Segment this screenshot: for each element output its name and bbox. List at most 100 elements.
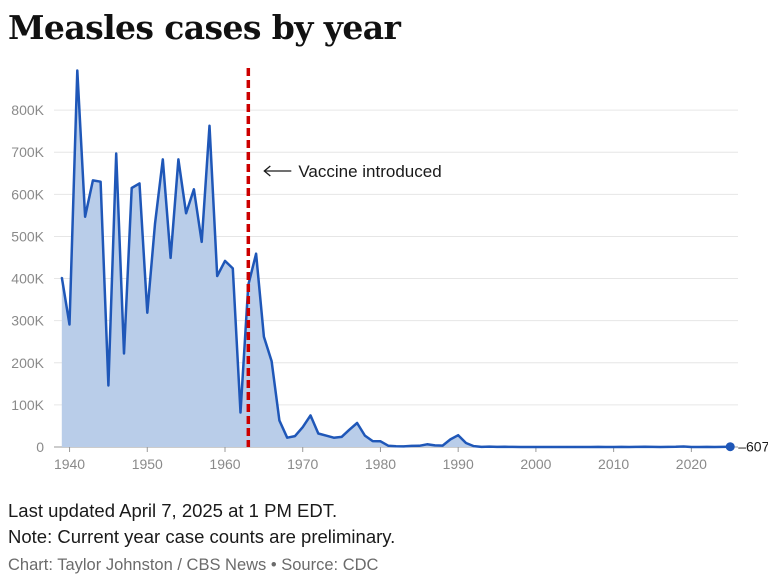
x-tick-label: 2020 [676, 456, 707, 472]
data-point [473, 445, 475, 447]
data-point [232, 267, 234, 270]
data-point [286, 437, 288, 439]
data-point [426, 443, 428, 445]
x-tick-label: 1980 [365, 456, 396, 472]
data-point [387, 445, 389, 447]
data-point [115, 152, 117, 155]
y-tick-label: 500K [11, 228, 44, 244]
data-point [84, 216, 86, 218]
data-point [527, 446, 529, 448]
data-point [410, 445, 413, 447]
x-tick-label: 1990 [443, 456, 474, 472]
data-point [675, 446, 677, 448]
data-point [442, 444, 444, 447]
data-point [379, 440, 382, 442]
data-point [138, 182, 141, 184]
data-point [395, 445, 397, 447]
data-point [255, 253, 257, 255]
latest-value-dot [725, 442, 735, 452]
y-tick-label: 100K [11, 397, 44, 413]
data-point [488, 445, 490, 448]
data-point [714, 446, 716, 448]
data-point [566, 446, 568, 448]
chart-title: Measles cases by year [8, 8, 401, 47]
note-text: Note: Current year case counts are preli… [8, 526, 396, 547]
data-point [651, 446, 654, 448]
data-point [613, 446, 615, 448]
data-point [449, 438, 452, 441]
data-point [597, 446, 599, 448]
data-point [543, 446, 545, 448]
data-point [193, 188, 195, 190]
data-point [239, 411, 242, 414]
data-point [317, 432, 319, 435]
data-point [340, 436, 343, 438]
arrow-head-icon [263, 165, 271, 177]
x-tick-label: 1950 [132, 456, 163, 472]
x-tick-label: 1940 [54, 456, 85, 472]
data-point [100, 181, 102, 183]
data-point [504, 446, 506, 448]
data-point [364, 435, 366, 437]
latest-value-label: –607 [738, 439, 768, 455]
data-point [574, 446, 576, 448]
data-point [325, 435, 327, 437]
data-point [706, 446, 708, 448]
data-point [465, 442, 467, 444]
data-point [294, 435, 296, 437]
data-point [309, 414, 312, 417]
data-point [372, 440, 374, 442]
data-point [636, 446, 638, 448]
data-point [92, 179, 94, 182]
data-point [403, 445, 405, 447]
y-tick-label: 200K [11, 355, 44, 371]
data-point [146, 312, 148, 314]
data-point [659, 446, 661, 448]
data-point [434, 444, 436, 447]
y-tick-label: 800K [11, 102, 44, 118]
data-point [348, 429, 350, 431]
data-point [302, 426, 304, 428]
data-point [107, 384, 110, 387]
data-point [511, 446, 514, 448]
data-point [628, 446, 630, 448]
data-point [162, 158, 164, 160]
data-point [169, 257, 172, 259]
data-point [644, 446, 646, 448]
x-tick-label: 1960 [209, 456, 240, 472]
y-axis: 0 100K 200K 300K 400K 500K 600K 700K 800K [11, 102, 44, 455]
data-point [154, 223, 156, 225]
data-point [682, 445, 685, 448]
data-point [721, 446, 724, 448]
data-point [535, 446, 537, 448]
data-point [61, 276, 63, 278]
chart-credit: Chart: Taylor Johnston / CBS News • Sour… [8, 556, 379, 574]
data-point [271, 360, 273, 362]
data-point [605, 446, 607, 448]
data-point [418, 445, 420, 447]
y-tick-label: 400K [11, 271, 44, 287]
x-tick-label: 1970 [287, 456, 318, 472]
cases-area [61, 70, 731, 447]
data-point [550, 446, 553, 448]
data-point [480, 446, 483, 448]
y-tick-label: 0 [36, 439, 44, 455]
data-point [278, 419, 281, 422]
data-point [581, 446, 584, 448]
data-point [620, 446, 623, 448]
x-tick-label: 2000 [520, 456, 551, 472]
data-point [667, 446, 669, 448]
vaccine-annotation: Vaccine introduced [263, 162, 442, 181]
data-point [263, 336, 265, 338]
x-axis: 1940 1950 1960 1970 1980 1990 2000 2010 2020 [54, 446, 738, 472]
data-point [519, 446, 521, 448]
data-point [68, 323, 71, 326]
data-point [496, 446, 498, 448]
data-point [208, 125, 211, 127]
data-point [177, 158, 179, 160]
data-point [131, 187, 133, 189]
data-point [224, 260, 226, 262]
last-updated-text: Last updated April 7, 2025 at 1 PM EDT. [8, 500, 338, 521]
y-tick-label: 600K [11, 186, 44, 202]
data-point [457, 434, 459, 436]
